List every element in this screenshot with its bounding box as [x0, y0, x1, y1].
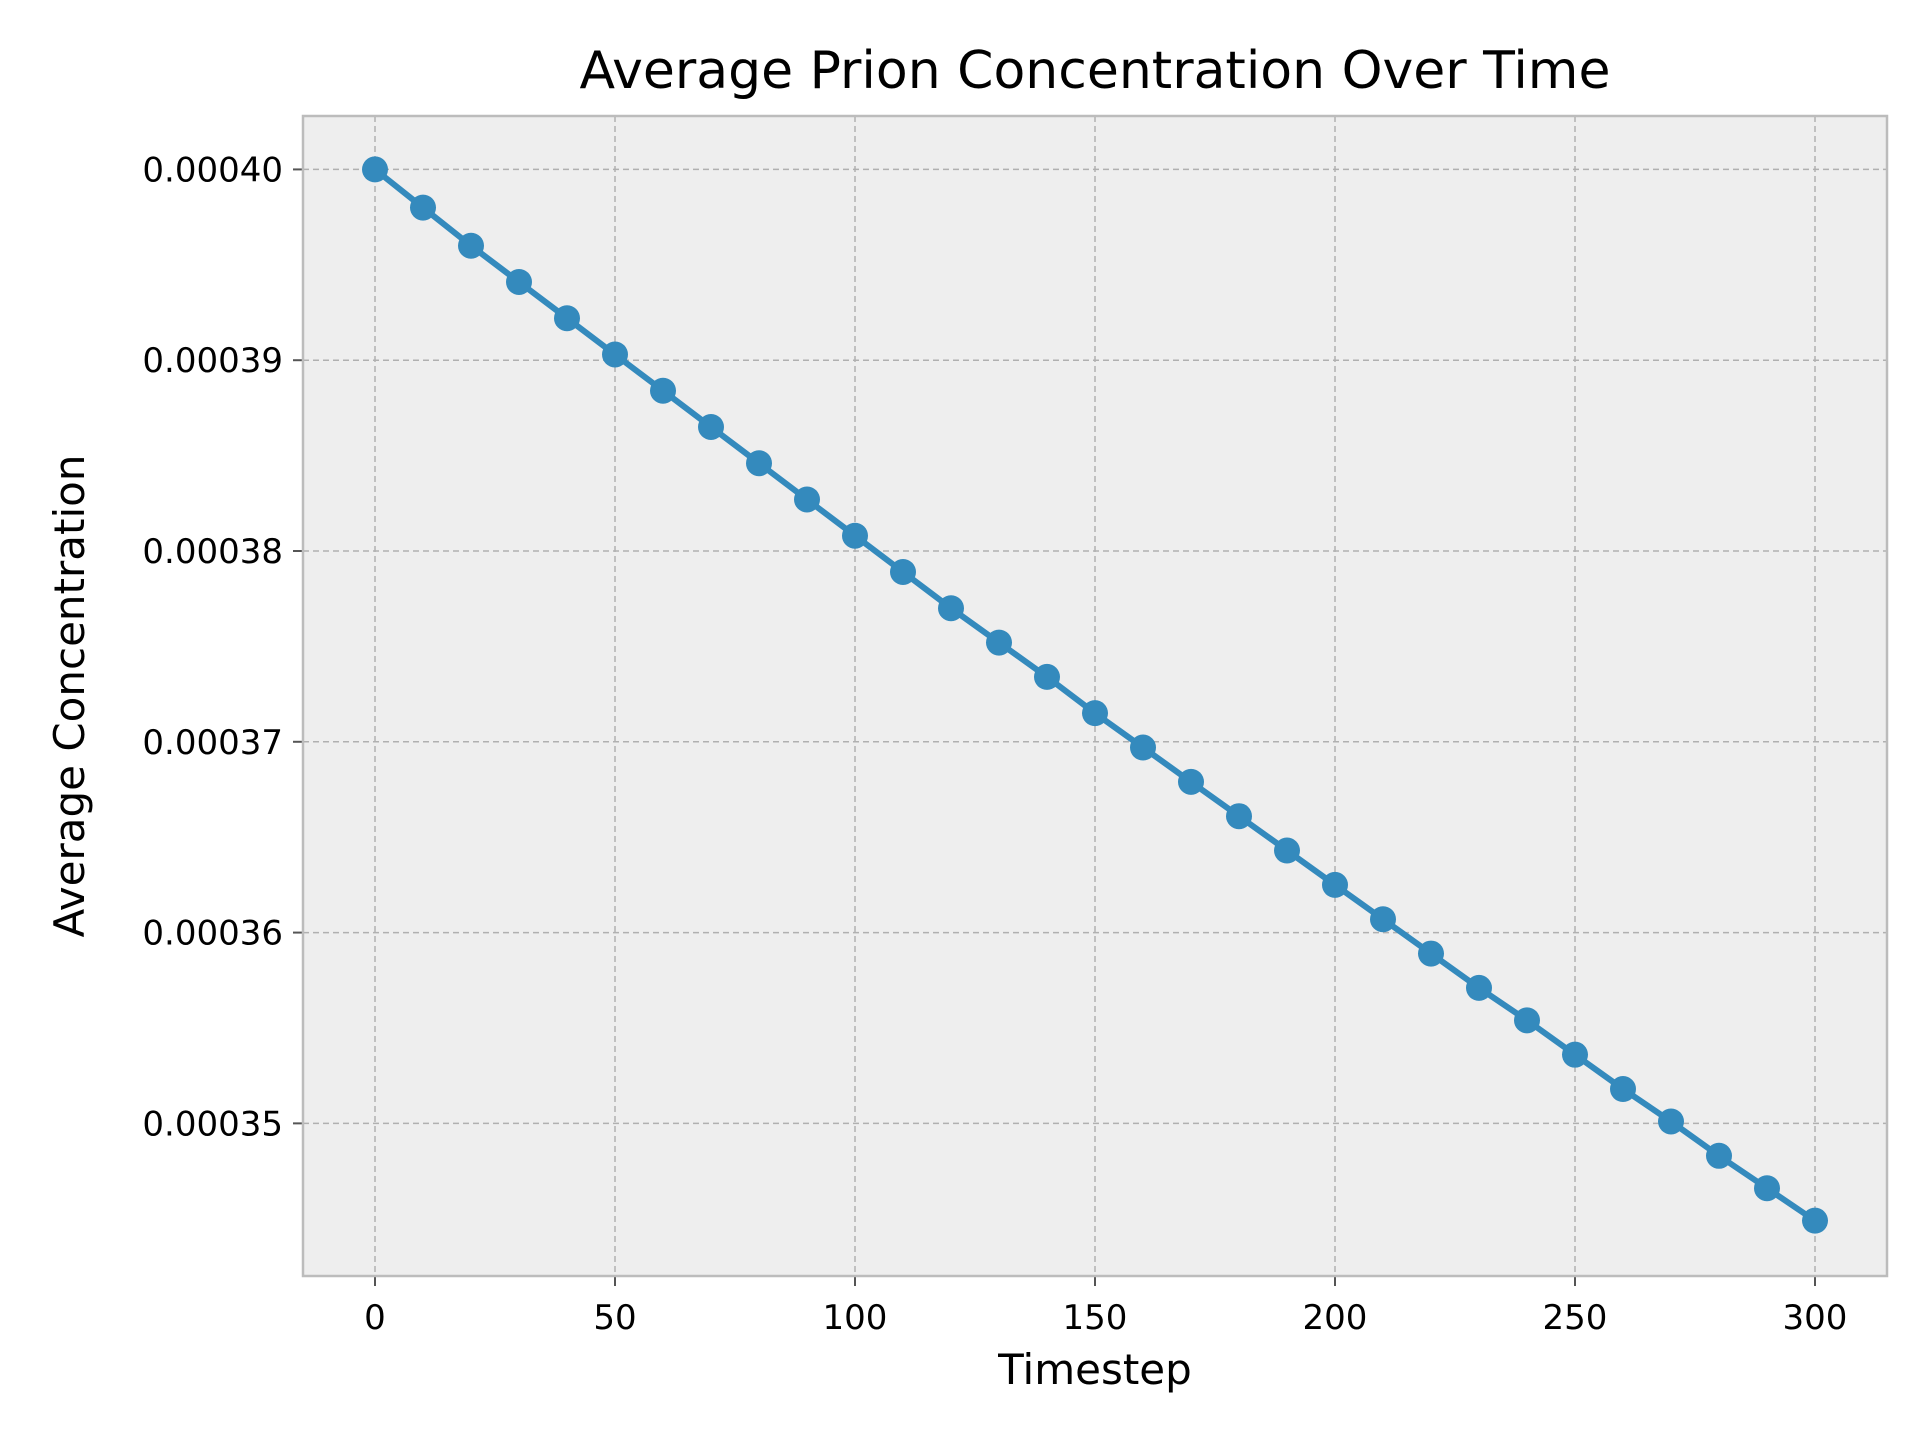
data-point: [1562, 1041, 1588, 1068]
data-point: [986, 629, 1012, 656]
data-point: [1466, 974, 1492, 1001]
data-point: [1610, 1076, 1636, 1103]
x-tick-label: 0: [364, 1298, 386, 1338]
plot-frame: [301, 114, 1889, 1278]
data-point: [1514, 1007, 1540, 1034]
y-axis-label: Average Concentration: [45, 455, 94, 938]
data-point: [746, 450, 772, 477]
axis-ticks: 0 50 100 150 200 250 300 0.00035 0.00036 0.00037 0…: [142, 150, 1847, 1338]
y-tick-label: 0.00035: [142, 1104, 283, 1144]
data-point: [1082, 700, 1108, 727]
data-point: [362, 156, 388, 183]
data-point: [650, 377, 676, 404]
data-point: [1802, 1207, 1828, 1234]
x-tick-label: 300: [1783, 1298, 1848, 1338]
x-axis-label: Timestep: [997, 1345, 1192, 1394]
y-tick-label: 0.00038: [142, 532, 283, 572]
y-tick-label: 0.00040: [142, 150, 283, 190]
x-tick-label: 50: [593, 1298, 636, 1338]
data-point: [1658, 1108, 1684, 1135]
data-point: [1274, 837, 1300, 864]
data-point: [1178, 768, 1204, 795]
chart-title: Average Prion Concentration Over Time: [580, 41, 1611, 101]
data-point: [554, 305, 580, 332]
grid: [303, 116, 1887, 1276]
data-point: [1322, 871, 1348, 898]
data-point: [1418, 940, 1444, 967]
x-tick-label: 150: [1063, 1298, 1128, 1338]
data-point: [458, 232, 484, 259]
data-point: [1226, 803, 1252, 830]
data-point: [602, 341, 628, 368]
data-point: [890, 558, 916, 585]
y-tick-label: 0.00036: [142, 914, 283, 954]
series-layer: [362, 156, 1828, 1234]
data-point: [698, 413, 724, 440]
data-point: [506, 268, 532, 295]
data-point: [938, 595, 964, 622]
x-tick-label: 250: [1543, 1298, 1608, 1338]
data-point: [1754, 1175, 1780, 1202]
data-point: [1130, 734, 1156, 761]
data-point: [1370, 906, 1396, 933]
data-point: [794, 486, 820, 513]
y-tick-label: 0.00037: [142, 723, 283, 763]
x-tick-label: 100: [823, 1298, 888, 1338]
data-point: [1034, 663, 1060, 690]
data-point: [410, 194, 436, 221]
data-point: [1706, 1142, 1732, 1169]
y-tick-label: 0.00039: [142, 341, 283, 381]
data-point: [842, 522, 868, 549]
x-tick-label: 200: [1303, 1298, 1368, 1338]
